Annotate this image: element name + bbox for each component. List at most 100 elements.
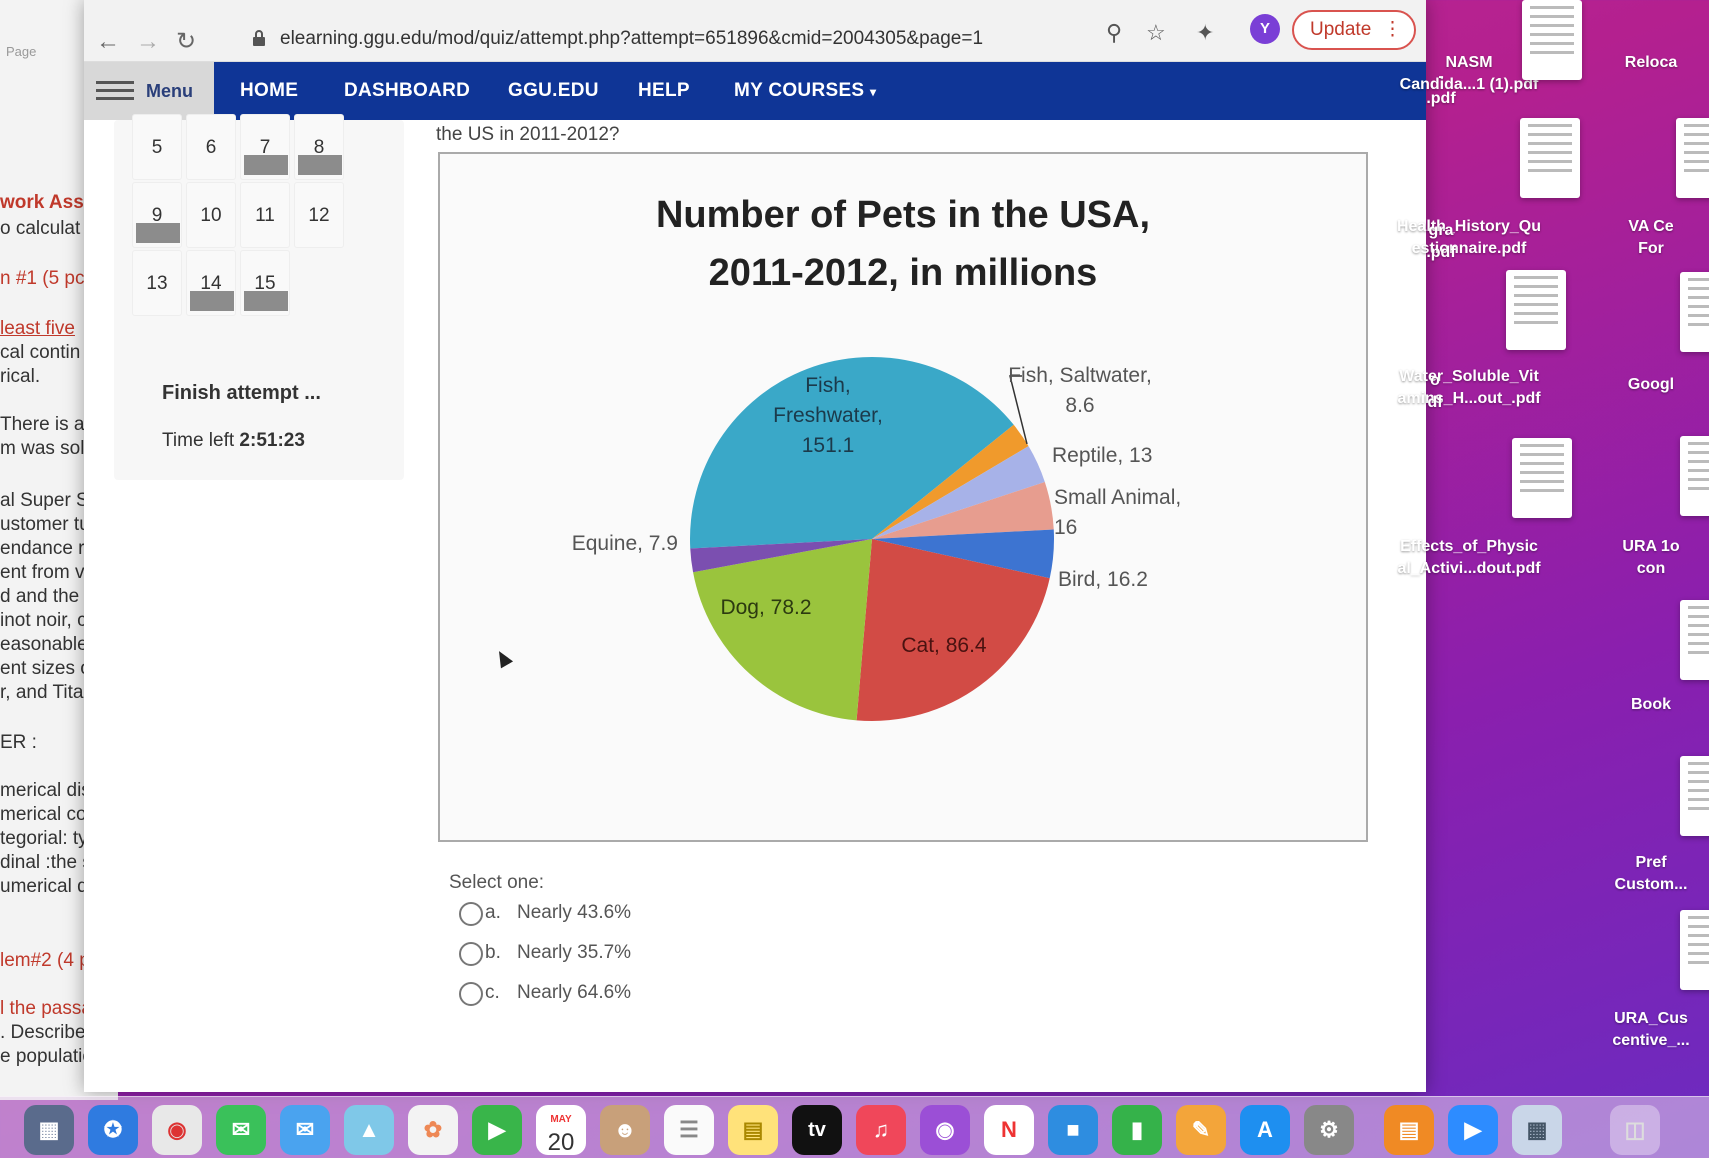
radio-button[interactable] [459,982,483,1006]
lock-icon [253,30,265,46]
reminders-icon[interactable]: ☰ [664,1105,714,1155]
desktop-file-label: estionnaire.pdf [1411,240,1527,257]
nav-home[interactable]: HOME [240,80,299,101]
quiz-question-button-8[interactable]: 8 [294,114,344,180]
quiz-question-button-7[interactable]: 7 [240,114,290,180]
system-preferences-icon[interactable]: ⚙ [1304,1105,1354,1155]
desktop-file-icon[interactable]: - .pdf [1356,66,1526,110]
chrome-icon[interactable]: ◉ [152,1105,202,1155]
zoom-app-icon[interactable]: ▶ [1448,1105,1498,1155]
pages-icon[interactable]: ✎ [1176,1105,1226,1155]
maps-icon[interactable]: ▲ [344,1105,394,1155]
desktop-file-icon[interactable]: o df [1350,370,1520,414]
finish-attempt-link[interactable]: Finish attempt ... [162,382,321,404]
pdf-document-icon[interactable] [1512,438,1572,518]
zoom-icon[interactable]: ⚲ [1106,20,1123,45]
pdf-document-icon[interactable] [1676,118,1709,198]
music-icon[interactable]: ♫ [856,1105,906,1155]
quiz-question-button-15[interactable]: 15 [240,250,290,316]
contacts-icon[interactable]: ☻ [600,1105,650,1155]
desktop-file-label: o [1430,372,1440,389]
address-bar-url[interactable]: elearning.ggu.edu/mod/quiz/attempt.php?a… [280,28,984,49]
desktop-file-icon[interactable]: Health_History_Qu estionnaire.pdf [1384,216,1554,260]
desktop-file-icon[interactable]: NASM Candida...1 (1).pdf [1384,52,1554,96]
forward-arrow-icon[interactable]: → [136,28,160,55]
desktop-file-icon[interactable]: Reloca [1566,52,1709,74]
nav-my-courses[interactable]: MY COURSES ▾ [734,80,876,102]
desktop-file-label: df [1427,394,1443,411]
launchpad-icon[interactable]: ▦ [24,1105,74,1155]
quiz-question-button-14[interactable]: 14 [186,250,236,316]
podcasts-icon[interactable]: ◉ [920,1105,970,1155]
profile-avatar[interactable]: Y [1250,14,1280,44]
reload-icon[interactable]: ↻ [176,28,197,55]
notes-icon[interactable]: ▤ [728,1105,778,1155]
background-text-line: easonable, [0,634,93,655]
dock: ▦ ✪ ◉ ✉ ✉ ▲ ✿ ▶ MAY 20 ☻ ☰ ▤ tv ♫ ◉ N ■ … [0,1096,1709,1158]
quiz-question-button-12[interactable]: 12 [294,182,344,248]
chart-title-line-1: Number of Pets in the USA, [655,194,1151,236]
option-text: Nearly 64.6% [517,982,632,1003]
quiz-question-button-9[interactable]: 9 [132,182,182,248]
extensions-puzzle-icon[interactable]: ✦ [1196,20,1215,45]
pdf-document-icon[interactable] [1680,910,1709,990]
background-text-line: tegorial: typ [0,828,99,849]
calendar-icon[interactable]: MAY 20 [536,1105,586,1156]
quiz-question-button-10[interactable]: 10 [186,182,236,248]
desktop-file-icon[interactable]: URA_Cus centive_... [1566,1008,1709,1052]
nav-dashboard[interactable]: DASHBOARD [344,80,471,101]
desktop-file-label: .pdf [1426,244,1456,261]
desktop-file-icon[interactable]: Pref Custom... [1566,852,1709,896]
pie-label-reptile: Reptile, 13 [1052,444,1152,467]
app-store-icon[interactable]: A [1240,1105,1290,1155]
pie-slice-fish-saltwater [872,424,1029,539]
safari-icon[interactable]: ✪ [88,1105,138,1155]
messages-icon[interactable]: ✉ [216,1105,266,1155]
quiz-question-button-6[interactable]: 6 [186,114,236,180]
trash-icon[interactable]: ◫ [1610,1105,1660,1155]
desktop-file-icon[interactable]: Effects_of_Physic al_Activi...dout.pdf [1384,536,1554,580]
pdf-document-icon[interactable] [1522,0,1582,80]
books-icon[interactable]: ▤ [1384,1105,1434,1155]
quiz-question-button-11[interactable]: 11 [240,182,290,248]
apple-tv-icon[interactable]: tv [792,1105,842,1155]
answered-indicator [244,291,288,311]
nav-help[interactable]: HELP [638,80,690,101]
radio-button[interactable] [459,942,483,966]
pie-slice-equine [690,539,872,573]
background-text-line: merical con [0,804,98,825]
back-arrow-icon[interactable]: ← [96,28,120,55]
background-text-line: merical disc [0,780,101,801]
pdf-document-icon[interactable] [1680,272,1709,352]
desktop-file-icon[interactable]: gra .pdf [1356,220,1526,264]
numbers-icon[interactable]: ▮ [1112,1105,1162,1155]
desktop-file-icon[interactable]: Book [1566,694,1709,716]
question-number: 7 [259,137,271,158]
nav-ggu-edu[interactable]: GGU.EDU [508,80,599,101]
pdf-document-icon[interactable] [1680,436,1709,516]
more-menu-icon[interactable]: ⋮ [1383,19,1402,40]
keynote-icon[interactable]: ■ [1048,1105,1098,1155]
menu-button[interactable]: Menu [84,62,214,120]
radio-button[interactable] [459,902,483,926]
quiz-question-button-5[interactable]: 5 [132,114,182,180]
pdf-document-icon[interactable] [1680,756,1709,836]
update-button[interactable]: Update ⋮ [1292,10,1416,50]
chart-frame: Number of Pets in the USA, 2011-2012, in… [438,152,1368,842]
desktop-file-icon[interactable]: URA 1o con [1566,536,1709,580]
option-text: Nearly 35.7% [517,942,632,963]
mail-icon[interactable]: ✉ [280,1105,330,1155]
quiz-question-button-13[interactable]: 13 [132,250,182,316]
pdf-document-icon[interactable] [1520,118,1580,198]
desktop-file-icon[interactable]: VA Ce For [1566,216,1709,260]
facetime-icon[interactable]: ▶ [472,1105,522,1155]
preview-icon[interactable]: ▦ [1512,1105,1562,1155]
desktop-file-icon[interactable]: Googl [1566,374,1709,396]
pdf-document-icon[interactable] [1506,270,1566,350]
desktop-file-icon[interactable]: Water_Soluble_Vit amins_H...out_.pdf [1384,366,1554,410]
photos-icon[interactable]: ✿ [408,1105,458,1155]
pdf-document-icon[interactable] [1680,600,1709,680]
desktop-file-label: centive_... [1612,1032,1690,1049]
news-icon[interactable]: N [984,1105,1034,1155]
bookmark-star-icon[interactable]: ☆ [1146,20,1166,45]
